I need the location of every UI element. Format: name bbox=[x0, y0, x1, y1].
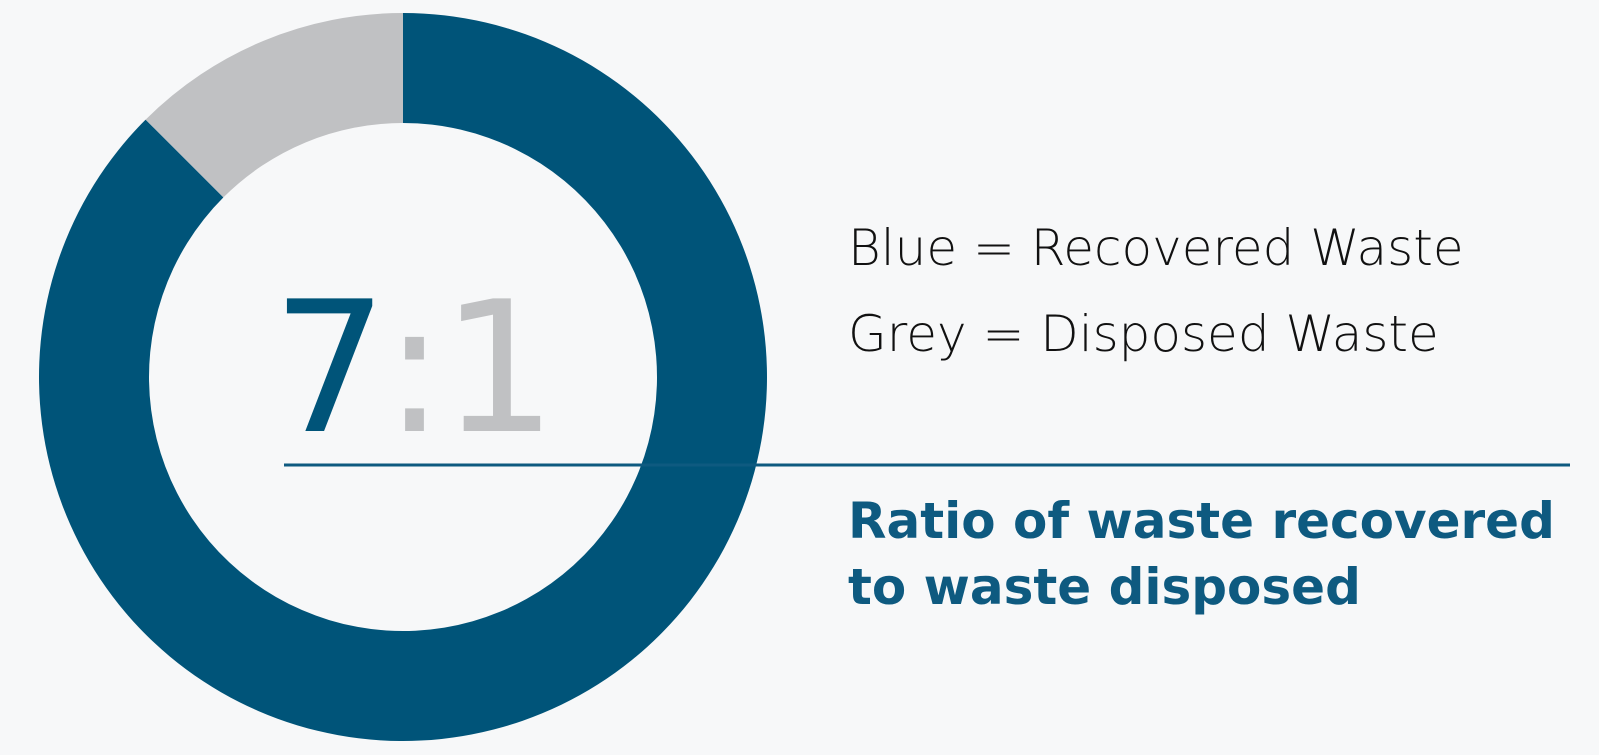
ratio-separator: : bbox=[383, 262, 445, 474]
ratio-value: 7:1 bbox=[272, 268, 557, 468]
ratio-recovered-number: 7 bbox=[272, 262, 388, 474]
legend-disposed: Grey = Disposed Waste bbox=[848, 305, 1439, 363]
legend-recovered: Blue = Recovered Waste bbox=[848, 219, 1464, 277]
donut-slice-disposed-waste bbox=[145, 13, 403, 198]
chart-caption: Ratio of waste recovered to waste dispos… bbox=[848, 492, 1555, 616]
donut-slice-recovered-waste bbox=[38, 13, 767, 741]
ratio-disposed-number: 1 bbox=[441, 262, 557, 474]
donut-slices bbox=[38, 13, 767, 741]
